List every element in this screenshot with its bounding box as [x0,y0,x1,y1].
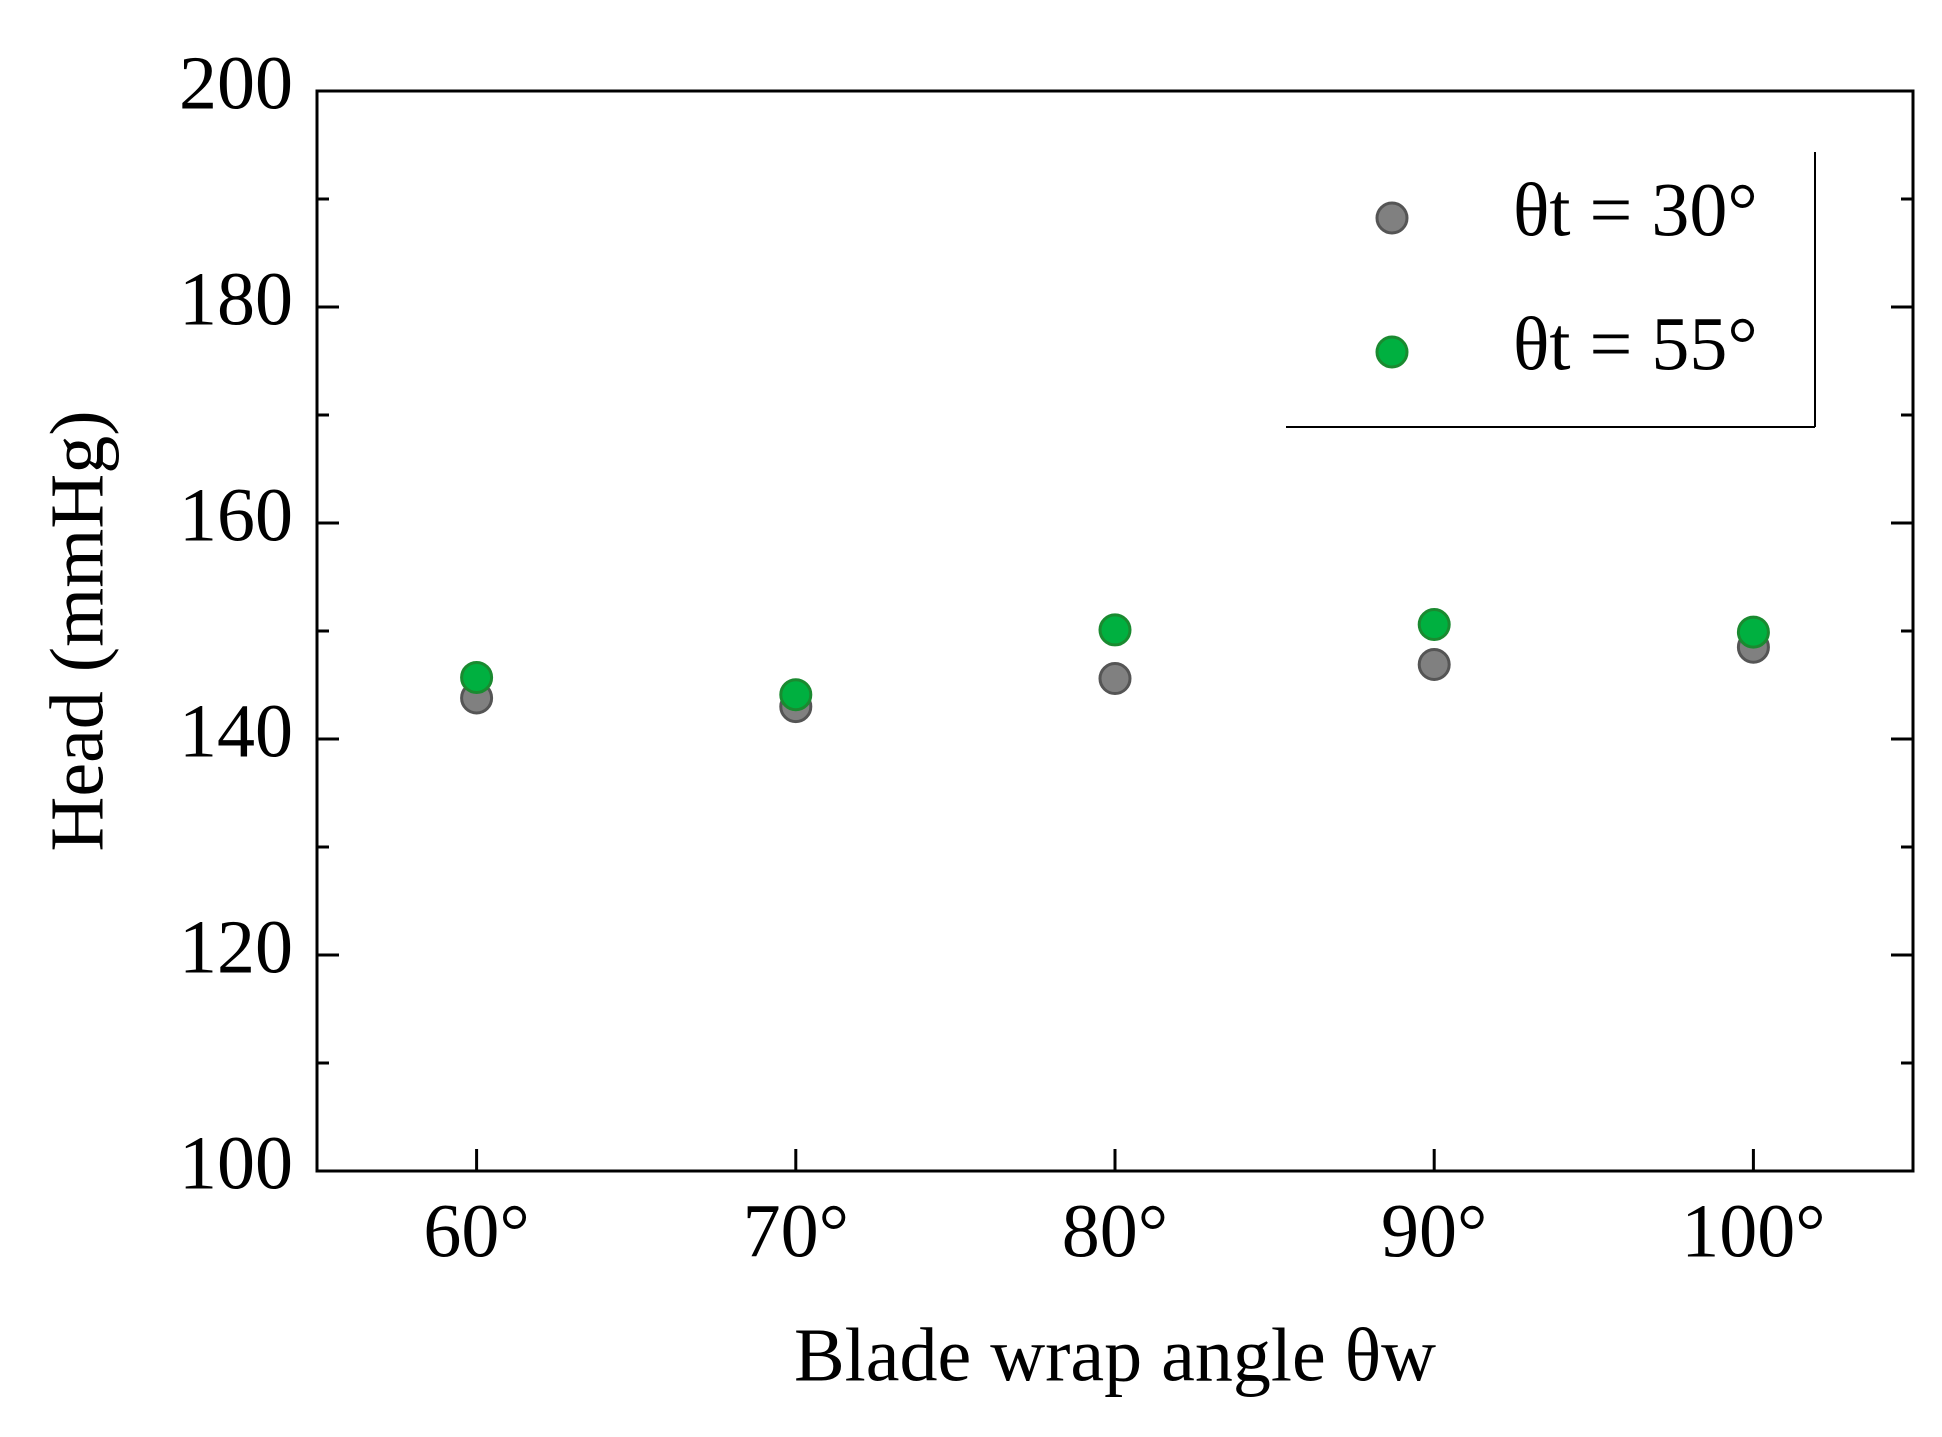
y-tick-label: 140 [179,689,293,773]
y-tick-label: 180 [179,257,293,341]
x-tick-label: 100° [1681,1189,1825,1273]
x-tick-label: 60° [423,1189,529,1273]
x-tick-label: 80° [1062,1189,1168,1273]
y-tick-label: 120 [179,905,293,989]
y-tick-label: 200 [179,41,293,125]
point [1098,613,1132,647]
legend-marker [1375,201,1409,235]
point [1417,647,1451,681]
point [1417,608,1451,642]
y-axis-label: Head (mmHg) [35,410,119,851]
point [460,660,494,694]
x-tick-label: 70° [743,1189,849,1273]
y-tick-label: 100 [179,1121,293,1205]
x-axis-label: Blade wrap angle θw [794,1313,1436,1397]
legend-label: θt = 55° [1513,302,1758,386]
legend-marker [1375,335,1409,369]
x-tick-label: 90° [1381,1189,1487,1273]
point [779,678,813,712]
point [1736,615,1770,649]
point [1098,662,1132,696]
legend-label: θt = 30° [1513,168,1758,252]
y-tick-label: 160 [179,473,293,557]
